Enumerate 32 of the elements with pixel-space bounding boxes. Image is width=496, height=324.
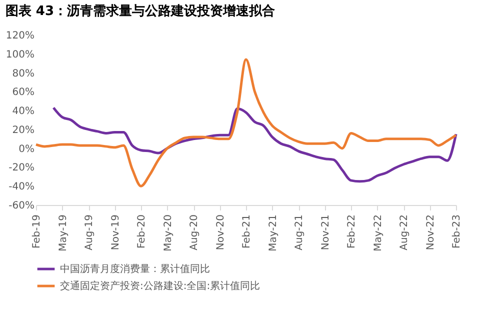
y-tick-label: 20% — [12, 124, 34, 136]
x-tick-label: May-20 — [162, 214, 174, 252]
x-tick-label: May-22 — [372, 214, 384, 252]
x-tick-label: Feb-19 — [32, 214, 42, 249]
y-tick-label: -60% — [8, 200, 34, 212]
legend-label: 交通固定资产投资:公路建设:全国:累计值同比 — [60, 280, 260, 292]
x-tick-label: Feb-20 — [136, 214, 148, 249]
x-tick-label: Nov-20 — [215, 214, 226, 250]
line-series — [34, 58, 458, 188]
y-tick-label: 120% — [6, 30, 34, 42]
x-tick-label: Aug-22 — [399, 214, 410, 250]
x-tick-label: May-21 — [268, 214, 279, 252]
x-tick-label: Nov-21 — [320, 214, 332, 250]
line-series — [52, 106, 458, 183]
x-tick-label: Feb-21 — [242, 214, 252, 249]
y-tick-label: -20% — [8, 162, 34, 174]
y-tick-label: 0% — [18, 144, 34, 155]
y-tick-label: 60% — [12, 87, 34, 98]
x-tick-label: Nov-19 — [110, 214, 122, 250]
legend-label: 中国沥青月度消费量：累计值同比 — [60, 263, 210, 275]
y-tick-label: 80% — [12, 68, 34, 80]
x-tick-label: May-19 — [58, 214, 69, 252]
x-tick-label: Aug-21 — [294, 214, 305, 250]
x-tick-label: Nov-22 — [425, 214, 436, 250]
y-tick-label: -40% — [8, 182, 34, 193]
y-tick-label: 40% — [12, 106, 34, 118]
x-tick-label: Aug-20 — [189, 214, 200, 250]
y-tick-label: 100% — [6, 49, 34, 60]
x-tick-label: Feb-22 — [346, 214, 358, 249]
chart-title: 图表 43：沥青需求量与公路建设投资增速拟合 — [5, 3, 276, 19]
x-tick-label: Feb-23 — [452, 214, 462, 249]
x-tick-label: Aug-19 — [84, 214, 95, 250]
